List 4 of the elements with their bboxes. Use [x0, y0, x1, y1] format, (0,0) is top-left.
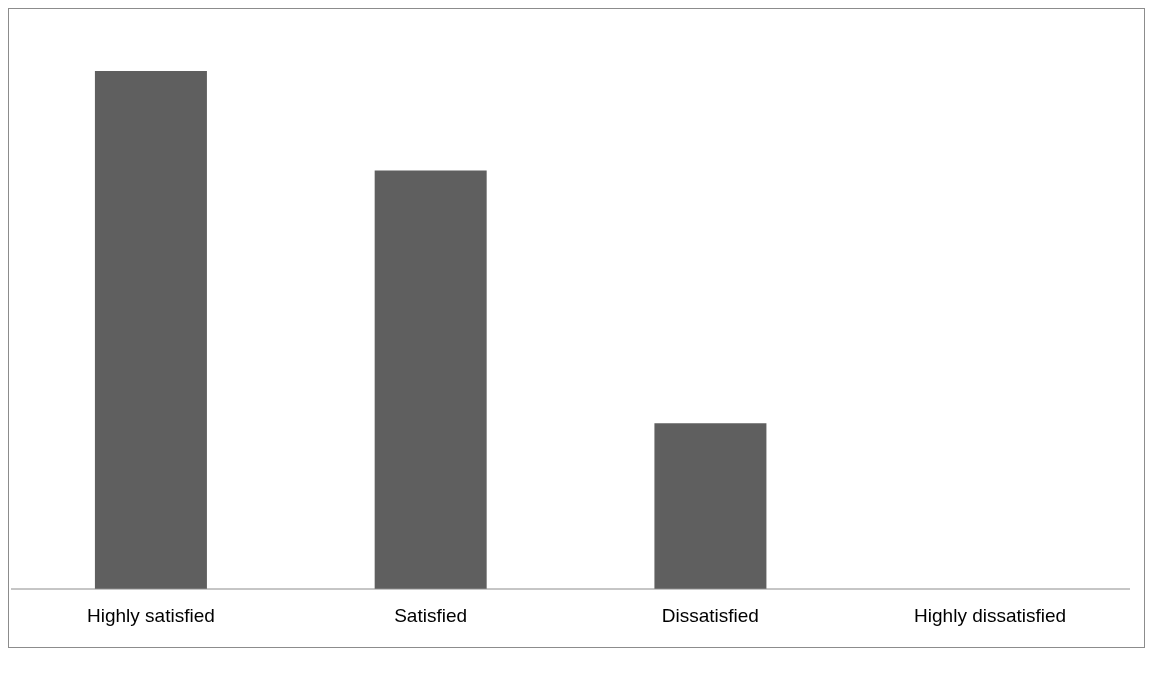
x-tick-label: Dissatisfied — [661, 605, 759, 627]
x-tick-label: Highly satisfied — [86, 605, 215, 627]
x-tick-label: Satisfied — [394, 605, 468, 627]
x-tick-label: Highly dissatisfied — [914, 605, 1067, 627]
